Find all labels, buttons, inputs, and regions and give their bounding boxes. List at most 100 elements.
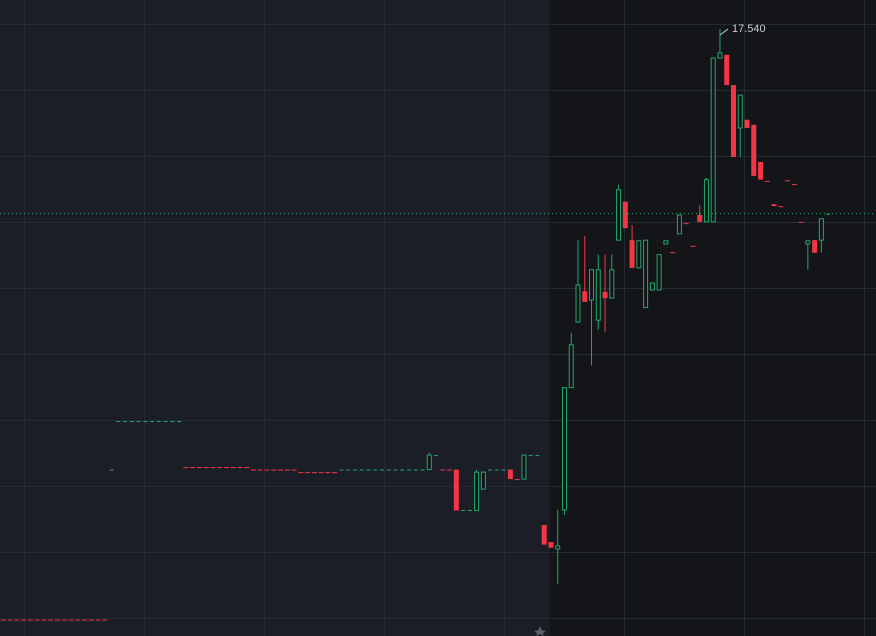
- candle-body: [237, 467, 243, 469]
- candle-body: [710, 57, 716, 223]
- candle-body: [778, 206, 784, 208]
- candle-body: [284, 469, 290, 471]
- candle-body: [123, 421, 128, 423]
- star-icon[interactable]: [534, 626, 546, 636]
- candle-body: [758, 161, 764, 180]
- candle-body: [595, 269, 601, 321]
- candle-body: [332, 472, 338, 474]
- candle-body: [136, 421, 141, 423]
- candle-body: [785, 180, 791, 182]
- candle-body: [535, 455, 540, 457]
- candle-body: [812, 240, 818, 253]
- candle-body: [690, 245, 696, 247]
- candle-body: [7, 619, 13, 621]
- candle-body: [48, 619, 54, 621]
- candle-body: [41, 619, 47, 621]
- candle-body: [683, 223, 689, 225]
- candle-body: [744, 119, 750, 128]
- candle-body: [791, 184, 797, 186]
- candle-body: [447, 469, 453, 471]
- candle-body: [95, 619, 101, 621]
- candle-body: [373, 469, 378, 471]
- candle-body: [656, 254, 662, 291]
- candle-body: [183, 467, 189, 469]
- candle-body: [0, 619, 6, 621]
- candle-body: [386, 469, 391, 471]
- candle-body: [54, 619, 60, 621]
- candle-body: [14, 619, 20, 621]
- candle-body: [737, 94, 743, 129]
- candle-body: [629, 240, 635, 268]
- candle-body: [190, 467, 196, 469]
- candle-body: [88, 619, 94, 621]
- candle-body: [298, 472, 304, 474]
- candle-body: [264, 469, 270, 471]
- candle-body: [318, 472, 324, 474]
- candle-body: [582, 291, 588, 302]
- candle-body: [230, 467, 236, 469]
- candle-body: [359, 469, 364, 471]
- candle-body: [61, 619, 67, 621]
- candle-body: [278, 469, 284, 471]
- candle-body: [217, 467, 223, 469]
- candle-body: [751, 124, 757, 176]
- candle-body: [393, 469, 398, 471]
- candle-body: [589, 269, 595, 301]
- candle-body: [177, 421, 182, 423]
- candle-body: [352, 469, 357, 471]
- candle-body: [528, 455, 533, 457]
- candle-body: [434, 455, 439, 457]
- candle-body: [102, 619, 108, 621]
- candle-body: [501, 469, 506, 471]
- candle-body: [143, 421, 148, 423]
- candle-body: [346, 469, 351, 471]
- candle-body: [724, 54, 730, 86]
- candle-body: [670, 252, 676, 254]
- candle-body: [480, 471, 486, 490]
- candle-body: [622, 201, 628, 229]
- candle-body: [575, 284, 581, 323]
- candle-body: [609, 269, 615, 299]
- candle-body: [21, 619, 27, 621]
- candle-body: [426, 454, 432, 471]
- candle-body: [676, 214, 682, 235]
- candle-body: [798, 221, 804, 223]
- candle-body: [440, 469, 446, 471]
- candle-body: [82, 619, 88, 621]
- annotation-leader: [719, 28, 729, 36]
- candle-body: [488, 469, 493, 471]
- candle-body: [555, 545, 561, 550]
- candle-body: [474, 471, 480, 512]
- candle-body: [643, 239, 649, 309]
- candle-body: [717, 52, 723, 59]
- candle-body: [291, 469, 297, 471]
- candle-body: [453, 469, 459, 511]
- candle-body: [109, 469, 114, 471]
- candle-body: [156, 421, 161, 423]
- candle-body: [129, 421, 134, 423]
- candle-body: [494, 469, 499, 471]
- candle-body: [636, 240, 642, 269]
- candle-body: [27, 619, 33, 621]
- candle-body: [379, 469, 384, 471]
- candle-body: [271, 469, 277, 471]
- candle-body: [663, 240, 669, 245]
- candle-body: [305, 472, 311, 474]
- candle-body: [210, 467, 216, 469]
- candle-body: [196, 467, 202, 469]
- candle-body: [616, 189, 622, 241]
- candle-body: [541, 525, 547, 545]
- candle-body: [311, 472, 317, 474]
- candle-body: [339, 469, 344, 471]
- candle-body: [548, 542, 554, 548]
- candle-body: [150, 421, 155, 423]
- candle-body: [561, 387, 567, 511]
- candle-body: [730, 85, 736, 157]
- candle-body: [400, 469, 405, 471]
- candle-body: [244, 467, 250, 469]
- candle-body: [325, 472, 331, 474]
- annotation-label: 17.540: [732, 23, 766, 35]
